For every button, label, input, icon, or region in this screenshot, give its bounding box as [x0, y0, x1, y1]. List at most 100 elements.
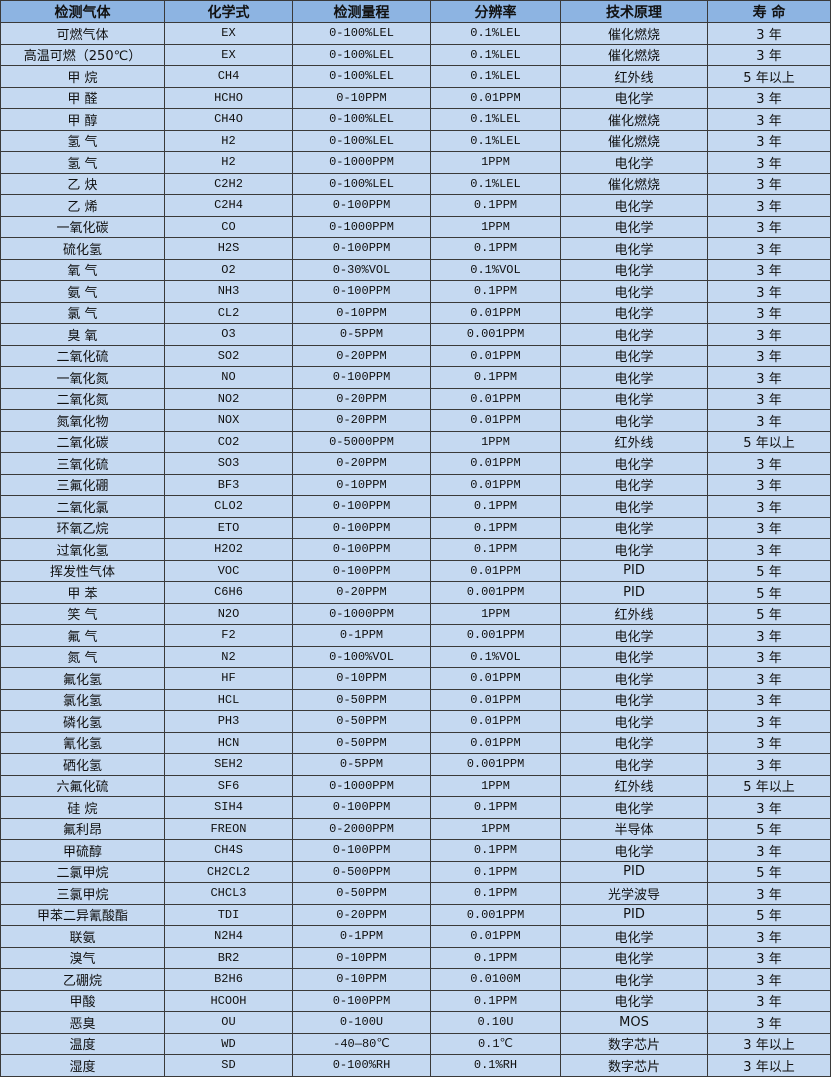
cell-range: 0-20PPM	[292, 344, 431, 367]
cell-gas: 氢 气	[0, 151, 165, 174]
cell-range: 0-1PPM	[292, 925, 431, 948]
cell-gas: 甲苯二异氰酸酯	[0, 903, 165, 926]
table-body: 可燃气体 EX 0-100%LEL 0.1%LEL 催化燃烧 3 年高温可燃（250℃） E…	[0, 22, 831, 1077]
cell-gas: 挥发性气体	[0, 559, 165, 582]
cell-resolution: 0.1%VOL	[430, 258, 561, 281]
table-row: 氟化氢 HF 0-10PPM 0.01PPM 电化学 3 年	[0, 667, 831, 690]
cell-gas: 乙 烯	[0, 194, 165, 217]
cell-resolution: 0.1%LEL	[430, 129, 561, 152]
cell-formula: SO3	[164, 452, 293, 475]
cell-lifespan: 3 年	[707, 452, 831, 475]
cell-formula: ETO	[164, 516, 293, 539]
cell-gas: 三氯甲烷	[0, 882, 165, 905]
table-row: 硒化氢 SEH2 0-5PPM 0.001PPM 电化学 3 年	[0, 753, 831, 776]
cell-principle: 电化学	[560, 301, 708, 324]
table-row: 乙 烯 C2H4 0-100PPM 0.1PPM 电化学 3 年	[0, 194, 831, 217]
cell-principle: 电化学	[560, 215, 708, 238]
cell-range: 0-100PPM	[292, 559, 431, 582]
table-row: 甲苯二异氰酸酯 TDI 0-20PPM 0.001PPM PID 5 年	[0, 903, 831, 926]
cell-gas: 氮氧化物	[0, 409, 165, 432]
header-principle: 技术原理	[560, 0, 708, 23]
cell-principle: 电化学	[560, 194, 708, 217]
cell-lifespan: 3 年	[707, 473, 831, 496]
cell-principle: 半导体	[560, 817, 708, 840]
cell-range: 0-100PPM	[292, 280, 431, 303]
cell-formula: TDI	[164, 903, 293, 926]
table-row: 氟利昂 FREON 0-2000PPM 1PPM 半导体 5 年	[0, 817, 831, 840]
cell-formula: EX	[164, 43, 293, 66]
cell-gas: 硫化氢	[0, 237, 165, 260]
cell-principle: 电化学	[560, 989, 708, 1012]
cell-lifespan: 3 年	[707, 108, 831, 131]
cell-formula: NO	[164, 366, 293, 389]
table-row: 二氧化氯 CLO2 0-100PPM 0.1PPM 电化学 3 年	[0, 495, 831, 518]
cell-resolution: 0.01PPM	[430, 925, 561, 948]
cell-formula: SEH2	[164, 753, 293, 776]
cell-principle: 光学波导	[560, 882, 708, 905]
cell-range: 0-100PPM	[292, 237, 431, 260]
cell-resolution: 0.1PPM	[430, 860, 561, 883]
cell-principle: 电化学	[560, 925, 708, 948]
cell-principle: PID	[560, 903, 708, 926]
table-row: 臭 氧 O3 0-5PPM 0.001PPM 电化学 3 年	[0, 323, 831, 346]
cell-principle: 电化学	[560, 452, 708, 475]
cell-principle: 数字芯片	[560, 1032, 708, 1055]
cell-gas: 二氧化碳	[0, 430, 165, 453]
cell-principle: PID	[560, 860, 708, 883]
cell-formula: H2O2	[164, 538, 293, 561]
cell-range: 0-50PPM	[292, 731, 431, 754]
cell-range: 0-1000PPM	[292, 151, 431, 174]
table-row: 过氧化氢 H2O2 0-100PPM 0.1PPM 电化学 3 年	[0, 538, 831, 561]
cell-range: 0-100%LEL	[292, 172, 431, 195]
cell-resolution: 0.01PPM	[430, 559, 561, 582]
table-row: 二氧化硫 SO2 0-20PPM 0.01PPM 电化学 3 年	[0, 344, 831, 367]
cell-range: 0-500PPM	[292, 860, 431, 883]
cell-lifespan: 3 年	[707, 753, 831, 776]
cell-range: 0-100PPM	[292, 796, 431, 819]
cell-formula: HF	[164, 667, 293, 690]
cell-formula: FREON	[164, 817, 293, 840]
table-row: 氢 气 H2 0-1000PPM 1PPM 电化学 3 年	[0, 151, 831, 174]
cell-lifespan: 5 年以上	[707, 65, 831, 88]
cell-principle: 红外线	[560, 774, 708, 797]
table-row: 联氨 N2H4 0-1PPM 0.01PPM 电化学 3 年	[0, 925, 831, 948]
cell-principle: 催化燃烧	[560, 22, 708, 45]
cell-formula: F2	[164, 624, 293, 647]
cell-resolution: 0.1%VOL	[430, 645, 561, 668]
cell-lifespan: 3 年	[707, 301, 831, 324]
cell-gas: 环氧乙烷	[0, 516, 165, 539]
cell-lifespan: 3 年	[707, 645, 831, 668]
table-row: 可燃气体 EX 0-100%LEL 0.1%LEL 催化燃烧 3 年	[0, 22, 831, 45]
cell-range: 0-100%RH	[292, 1054, 431, 1077]
cell-range: 0-5PPM	[292, 323, 431, 346]
table-row: 二氧化碳 CO2 0-5000PPM 1PPM 红外线 5 年以上	[0, 430, 831, 453]
cell-lifespan: 3 年	[707, 43, 831, 66]
cell-formula: N2H4	[164, 925, 293, 948]
cell-range: 0-50PPM	[292, 688, 431, 711]
cell-range: 0-5PPM	[292, 753, 431, 776]
cell-lifespan: 3 年	[707, 323, 831, 346]
header-formula: 化学式	[164, 0, 293, 23]
cell-resolution: 1PPM	[430, 215, 561, 238]
cell-resolution: 0.10U	[430, 1011, 561, 1034]
cell-lifespan: 3 年	[707, 129, 831, 152]
cell-principle: 电化学	[560, 667, 708, 690]
cell-lifespan: 3 年	[707, 710, 831, 733]
cell-resolution: 0.01PPM	[430, 688, 561, 711]
cell-principle: 红外线	[560, 65, 708, 88]
table-row: 甲 醛 HCHO 0-10PPM 0.01PPM 电化学 3 年	[0, 86, 831, 109]
cell-principle: 电化学	[560, 731, 708, 754]
table-row: 湿度 SD 0-100%RH 0.1%RH 数字芯片 3 年以上	[0, 1054, 831, 1077]
table-row: 甲 醇 CH4O 0-100%LEL 0.1%LEL 催化燃烧 3 年	[0, 108, 831, 131]
cell-resolution: 0.01PPM	[430, 731, 561, 754]
cell-formula: CO2	[164, 430, 293, 453]
cell-gas: 甲 烷	[0, 65, 165, 88]
cell-gas: 笑 气	[0, 602, 165, 625]
table-row: 溴气 BR2 0-10PPM 0.1PPM 电化学 3 年	[0, 946, 831, 969]
cell-lifespan: 3 年	[707, 882, 831, 905]
table-row: 甲 苯 C6H6 0-20PPM 0.001PPM PID 5 年	[0, 581, 831, 604]
cell-range: 0-10PPM	[292, 946, 431, 969]
cell-resolution: 0.1PPM	[430, 194, 561, 217]
cell-resolution: 0.1%LEL	[430, 43, 561, 66]
cell-formula: EX	[164, 22, 293, 45]
